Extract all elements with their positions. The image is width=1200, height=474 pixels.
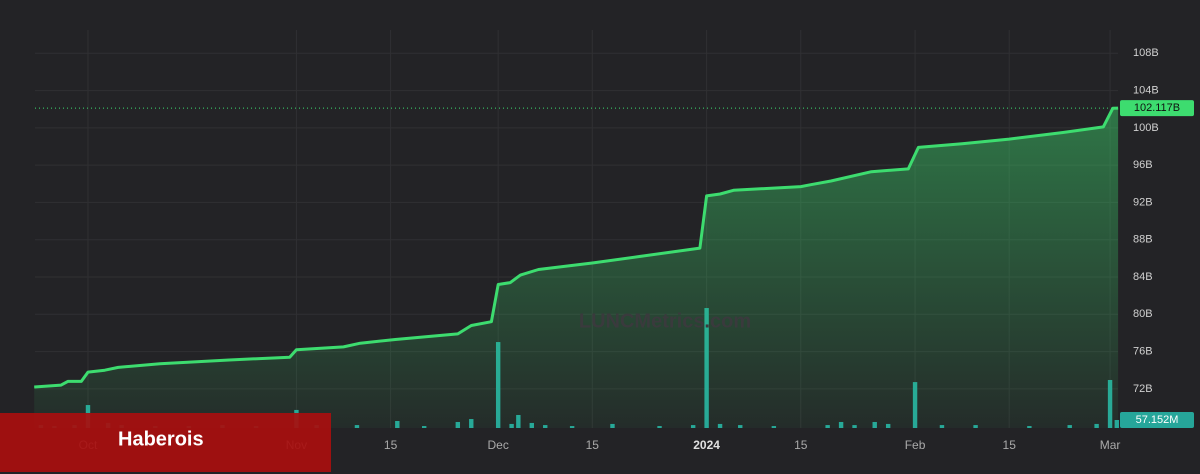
watermark: LUNCMetrics.com (579, 310, 751, 332)
y-tick-label: 104B (1133, 84, 1159, 96)
y-tick-label: 84B (1133, 271, 1153, 283)
banner-bg (0, 413, 331, 472)
y-tick-label: 72B (1133, 383, 1153, 395)
y-tick-label: 100B (1133, 122, 1159, 134)
y-tick-label: 80B (1133, 308, 1153, 320)
x-tick-label: Feb (905, 438, 926, 452)
x-tick-label: 15 (586, 438, 600, 452)
axes: 72B76B80B84B88B92B96B100B104B108BOctNov1… (79, 47, 1194, 452)
y-tick-label: 76B (1133, 345, 1153, 357)
x-tick-label: Mar (1100, 438, 1121, 452)
x-tick-label: 15 (1003, 438, 1017, 452)
y-tick-label: 108B (1133, 47, 1159, 59)
y-tick-label: 92B (1133, 196, 1153, 208)
x-tick-label: 15 (384, 438, 398, 452)
last-value-label: 102.117B (1134, 102, 1180, 114)
last-value-badge (1120, 100, 1194, 117)
volume-badge (1120, 411, 1194, 428)
y-tick-label: 88B (1133, 234, 1153, 246)
supply-area (34, 108, 1119, 428)
volume-label: 57.152M (1136, 414, 1179, 426)
x-tick-label: 15 (794, 438, 808, 452)
y-tick-label: 96B (1133, 159, 1153, 171)
banner-text: Haberois (118, 428, 204, 450)
x-tick-label: Dec (487, 438, 508, 452)
supply-line (34, 106, 1119, 389)
x-tick-label: 2024 (693, 438, 720, 452)
